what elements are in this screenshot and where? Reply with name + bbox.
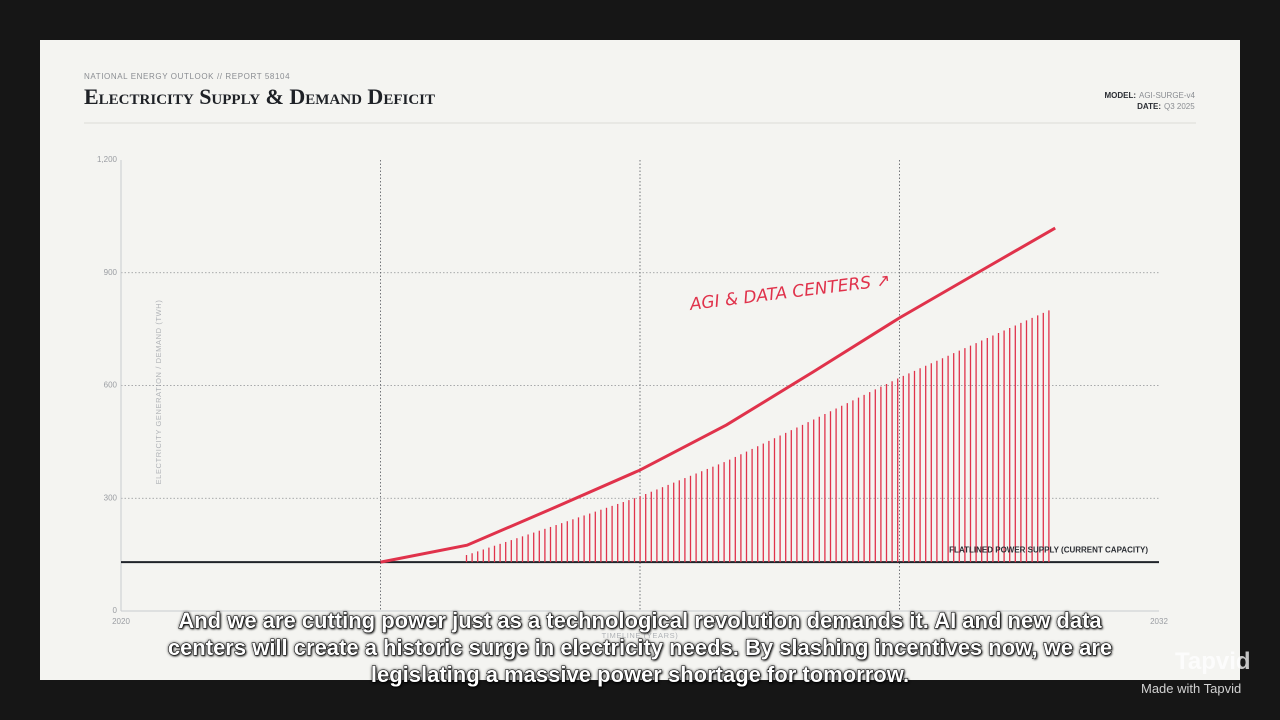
kicker: NATIONAL ENERGY OUTLOOK // REPORT 58104 [84,72,290,81]
x-axis-label: TIMELINE (YEARS) [602,631,679,640]
y-tick-label: 0 [113,606,118,615]
meta-value: Q3 2025 [1164,102,1195,111]
y-tick-label: 600 [104,381,118,390]
caption: And we are cutting power just as a techn… [167,608,1113,688]
y-tick-label: 300 [104,493,118,502]
meta-value: AGI-SURGE-v4 [1139,91,1196,100]
watermark-brand: Tapvid [1175,648,1251,675]
y-tick-label: 900 [104,268,118,277]
series-label: FLATLINED POWER SUPPLY (CURRENT CAPACITY… [949,545,1148,554]
y-axis-label: ELECTRICITY GENERATION / DEMAND (TWH) [154,300,163,485]
meta-label: DATE: [1137,102,1161,111]
x-tick-label: 2020 [112,617,130,626]
y-tick-label: 1,200 [97,155,118,164]
x-tick-label: 2032 [1150,617,1168,626]
meta-label: MODEL: [1104,91,1136,100]
chart-title: Electricity Supply & Demand Deficit [84,84,435,109]
series-line [380,226,1056,564]
watermark-note: Made with Tapvid [1141,681,1242,696]
